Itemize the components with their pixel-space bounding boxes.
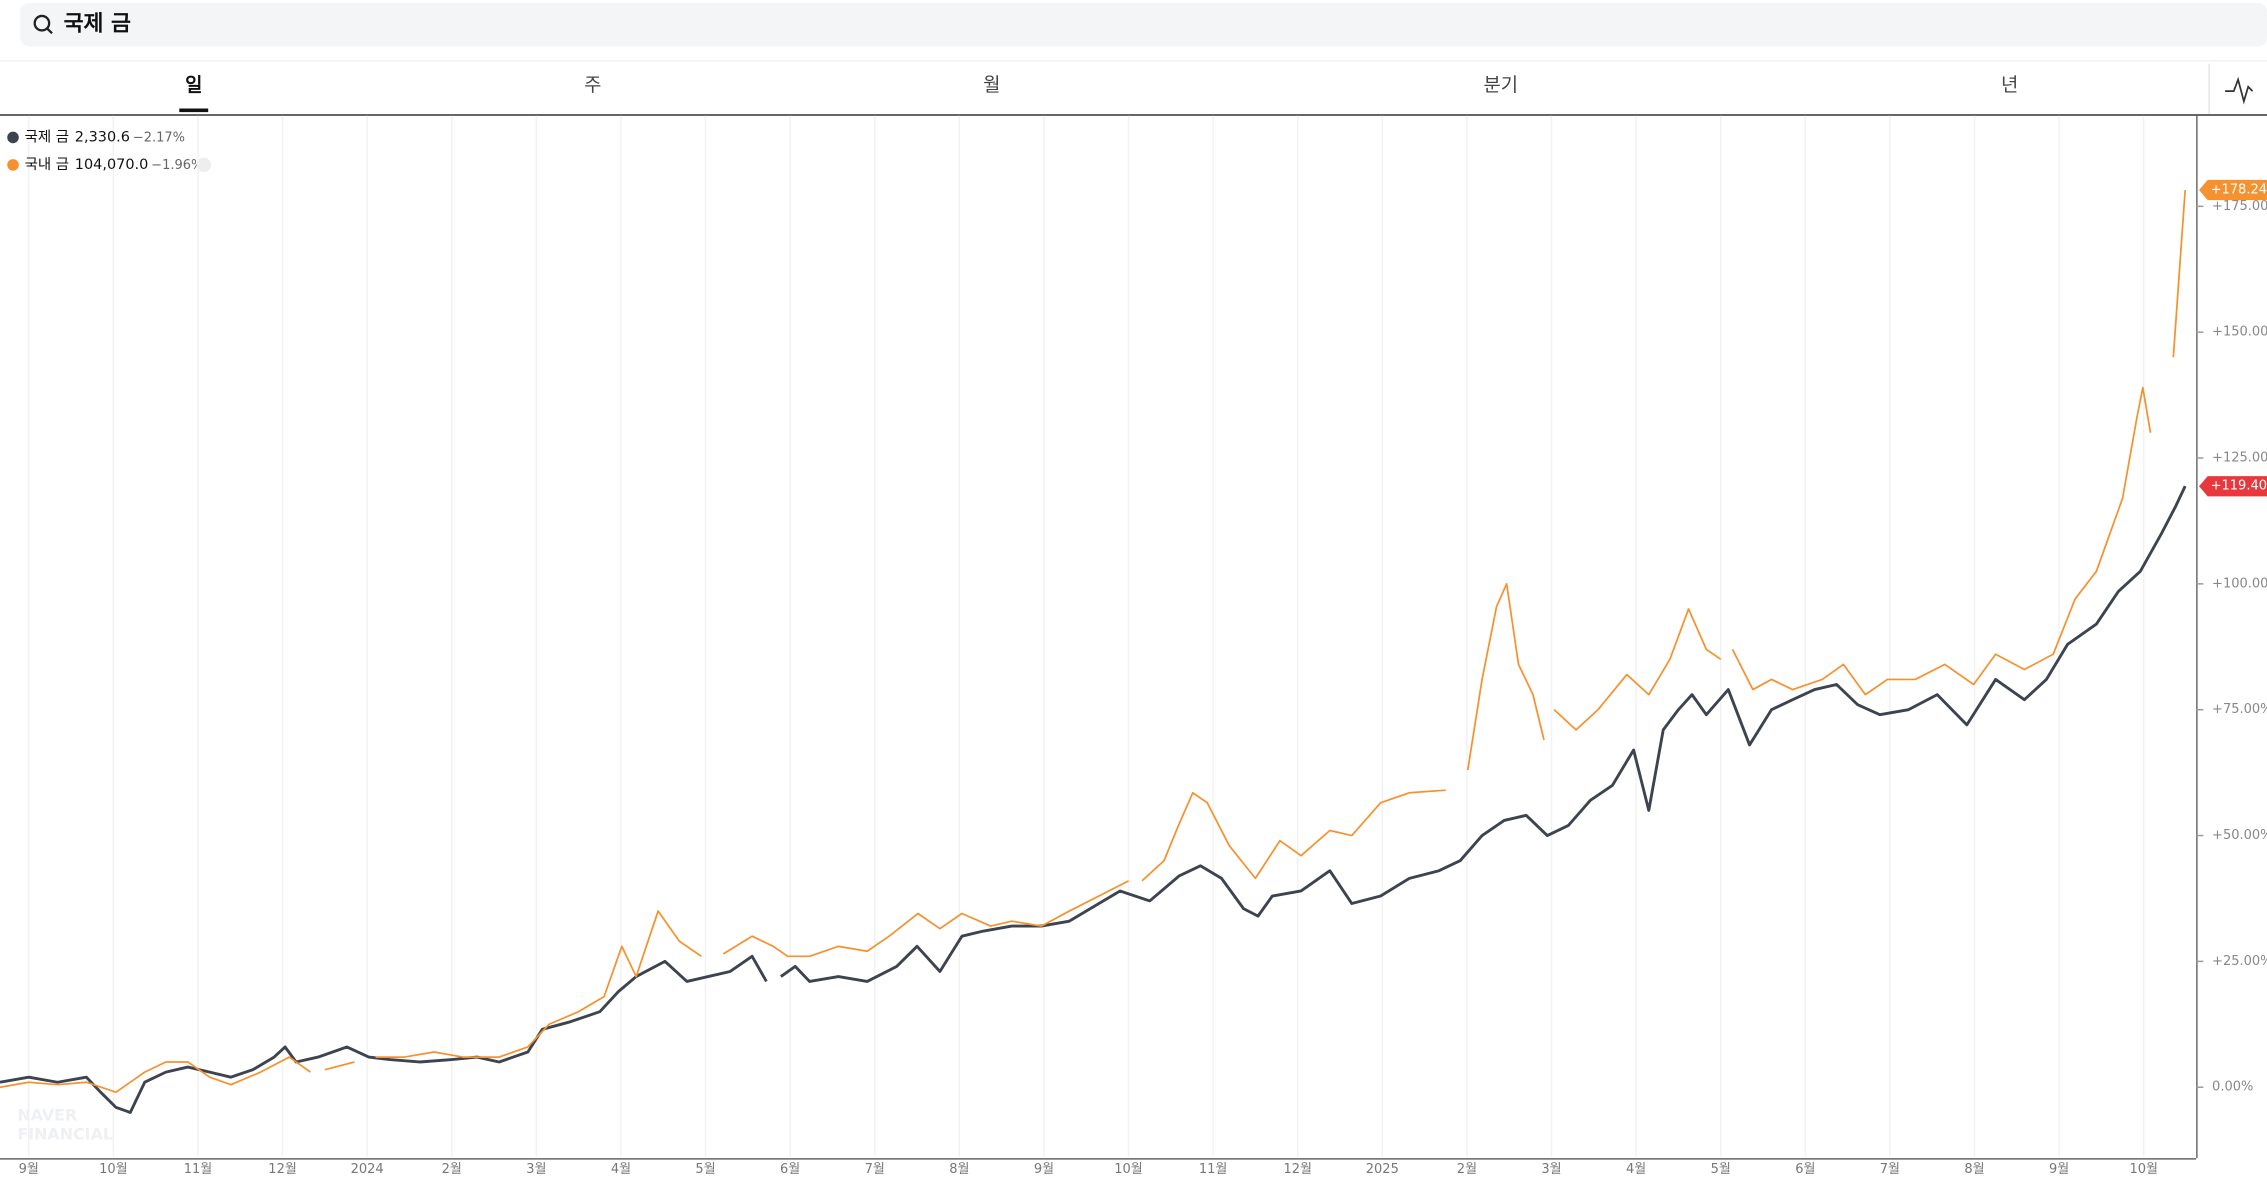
tab[interactable]: 월 (983, 74, 1000, 96)
legend-change: −2.17% (133, 130, 185, 145)
legend-change: −1.96% (151, 157, 203, 172)
remove-series-button[interactable] (196, 157, 212, 173)
x-tick-label: 9월 (2049, 1162, 2069, 1177)
legend: 국제 금 2,330.6 −2.17% 국내 금 104,070.0 −1.96% (7, 128, 212, 173)
x-tick-label: 6월 (1795, 1162, 1815, 1177)
indicator-button[interactable] (2225, 76, 2254, 105)
axis-labels: 9월 10월 11월 12월 2024 2월 3월 4월 5월 6월 7월 8월 9월 10월 11월 12월… (19, 179, 2267, 1177)
x-tick-label: 10월 (1114, 1162, 1143, 1177)
x-tick-label: 2024 (351, 1162, 384, 1177)
grid (28, 115, 2145, 1157)
tab[interactable]: 분기 (1483, 74, 1518, 96)
y-tick-label: +100.00% (2212, 576, 2267, 591)
legend-name: 국내 금 (25, 156, 69, 173)
x-tick-label: 8월 (949, 1162, 969, 1177)
y-tick-label: +25.00% (2212, 954, 2267, 969)
x-tick-label: 9월 (1034, 1162, 1054, 1177)
x-tick-label: 8월 (1964, 1162, 1984, 1177)
search-query[interactable]: 국제 금 (64, 12, 131, 37)
x-tick-label: 2025 (1366, 1162, 1399, 1177)
tab-bar: 일 주 월 분기 년 (185, 74, 2018, 96)
search-icon-handle (46, 27, 53, 35)
last-value-badge (2199, 179, 2267, 201)
legend-name: 국제 금 (25, 128, 69, 145)
x-tick-label: 5월 (695, 1162, 715, 1177)
y-tick-label: +150.00% (2212, 325, 2267, 340)
tab[interactable]: 주 (584, 75, 601, 96)
legend-value: 2,330.6 (75, 129, 130, 145)
x-tick-label: 3월 (526, 1162, 546, 1177)
x-tick-label: 12월 (268, 1162, 297, 1177)
plot-area (0, 189, 2187, 1114)
last-value-label: +178.24% (2211, 183, 2267, 198)
x-tick-label: 5월 (1711, 1162, 1731, 1177)
x-tick-label: 4월 (611, 1162, 631, 1177)
tab[interactable]: 일 (185, 74, 202, 96)
legend-entry[interactable]: 국제 금 2,330.6 −2.17% (25, 128, 185, 145)
x-tick-label: 3월 (1541, 1162, 1561, 1177)
x-tick-label: 4월 (1626, 1162, 1646, 1177)
legend-entry[interactable]: 국내 금 104,070.0 −1.96% (25, 156, 204, 173)
search-bar[interactable] (20, 2, 2267, 47)
x-tick-label: 9월 (19, 1162, 39, 1177)
x-tick-label: 7월 (865, 1162, 885, 1177)
watermark: NAVER (17, 1106, 77, 1125)
price-line (0, 189, 2187, 1094)
last-value-badge (2199, 476, 2267, 497)
x-tick-label: 12월 (1283, 1162, 1312, 1177)
x-tick-label: 7월 (1880, 1162, 1900, 1177)
watermark: FINANCIAL (17, 1125, 113, 1144)
y-tick-label: +50.00% (2212, 828, 2267, 843)
y-tick-label: +125.00% (2212, 451, 2267, 466)
legend-marker (7, 159, 19, 171)
x-tick-label: 11월 (1199, 1162, 1228, 1177)
search-icon[interactable] (33, 14, 51, 32)
y-tick-label: 0.00% (2212, 1080, 2253, 1095)
x-tick-label: 11월 (184, 1162, 213, 1177)
active-tab-underline (179, 108, 209, 113)
x-tick-label: 6월 (780, 1162, 800, 1177)
legend-value: 104,070.0 (75, 157, 148, 173)
last-value-label: +119.40% (2211, 479, 2267, 494)
legend-marker (7, 131, 19, 144)
x-tick-label: 2월 (1457, 1162, 1477, 1177)
x-tick-label: 10월 (2129, 1162, 2158, 1177)
y-tick-label: +175.00% (2212, 199, 2267, 214)
y-tick-label: +75.00% (2212, 702, 2267, 717)
x-tick-label: 2월 (442, 1162, 462, 1177)
price-line (0, 485, 2187, 1114)
tab[interactable]: 년 (2001, 74, 2018, 96)
x-tick-label: 10월 (99, 1162, 128, 1177)
